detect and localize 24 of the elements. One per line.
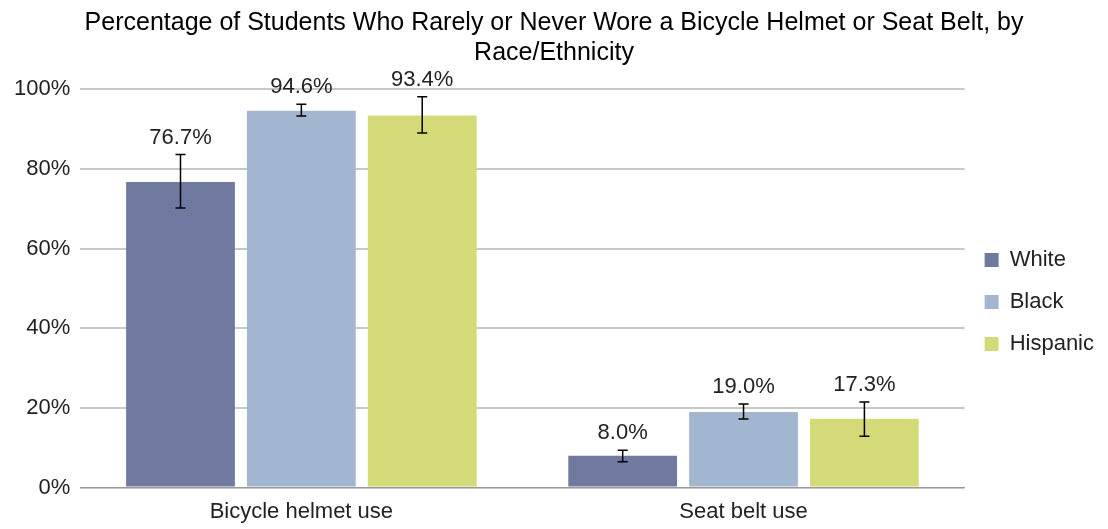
bar	[126, 182, 235, 487]
x-tick-label: Seat belt use	[679, 497, 808, 523]
y-tick-label: 60%	[26, 234, 71, 260]
y-tick-label: 100%	[13, 75, 71, 101]
data-label: 93.4%	[391, 65, 454, 91]
bar	[568, 455, 678, 487]
legend-label: Hispanic	[1009, 330, 1095, 356]
data-label: 94.6%	[270, 73, 333, 99]
legend-label: Black	[1009, 288, 1065, 314]
bar	[810, 418, 919, 487]
y-tick-label: 20%	[26, 393, 71, 419]
x-tick-label: Bicycle helmet use	[209, 497, 394, 523]
bar	[367, 115, 477, 487]
data-label: 76.7%	[149, 123, 212, 149]
y-tick-label: 80%	[26, 154, 71, 180]
y-tick-label: 0%	[38, 473, 71, 499]
data-label: 19.0%	[712, 373, 775, 398]
data-label: 17.3%	[833, 371, 896, 397]
legend-label: White	[1009, 246, 1066, 272]
y-tick-label: 40%	[26, 314, 71, 340]
bar	[246, 110, 356, 487]
data-label: 8.0%	[597, 419, 648, 445]
bar	[689, 411, 798, 487]
chart-title: Percentage of Students Who Rarely or Never Wore a Bicycle Helmet or Seat Belt, by Race/Ethnicity	[83, 6, 1025, 66]
